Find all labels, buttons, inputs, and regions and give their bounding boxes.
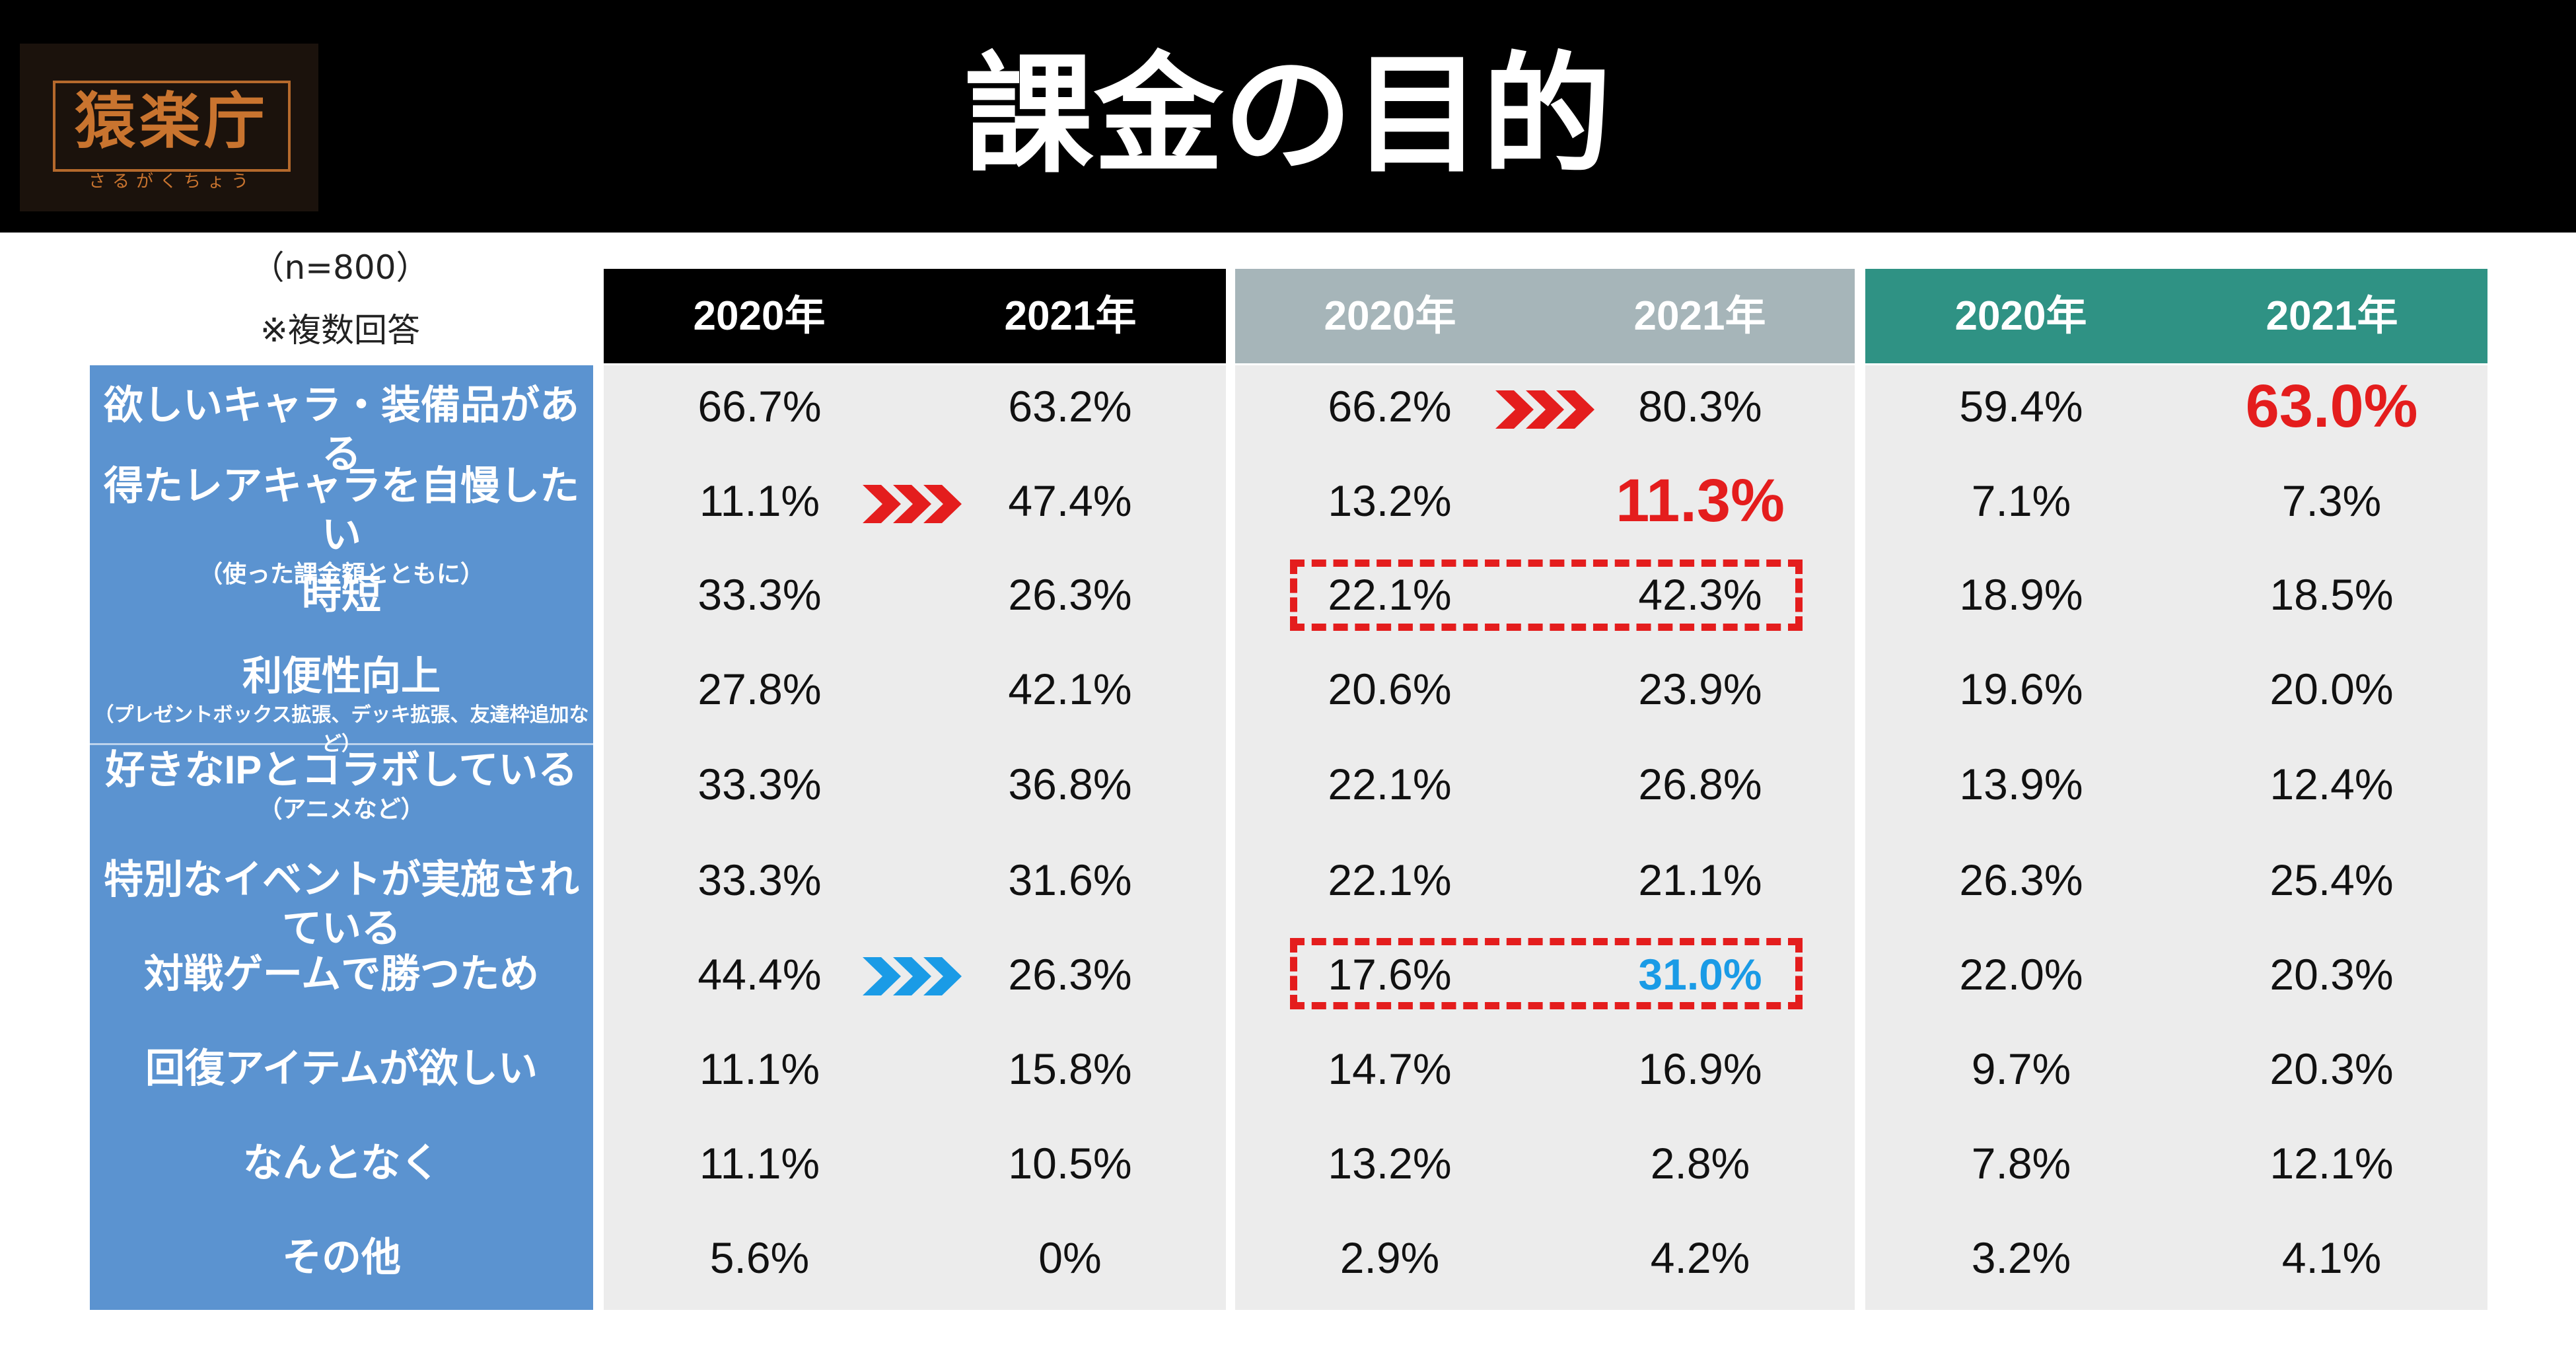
year-header: 2020年 (693, 293, 826, 339)
category-label: 回復アイテムが欲しい (145, 1046, 538, 1091)
logo-kana: さるがくちょう (88, 172, 255, 192)
value-cell: 9.7% (1971, 1044, 2071, 1093)
title-bar (0, 0, 2576, 233)
category-label: 対戦ゲームで勝つため (143, 952, 540, 996)
value-cell: 26.3% (1008, 950, 1132, 999)
value-cell: 2.9% (1340, 1233, 1440, 1282)
year-header: 2021年 (2266, 293, 2398, 339)
value-cell: 63.2% (1008, 382, 1132, 431)
multiple-answer-note: ※複数回答 (260, 311, 420, 349)
value-cell: 11.1% (699, 1139, 820, 1188)
value-cell: 19.6% (1959, 665, 2083, 713)
value-cell: 17.6% (1328, 950, 1452, 999)
value-cell: 20.6% (1328, 665, 1452, 713)
value-cell: 3.2% (1971, 1233, 2071, 1282)
panel-1-body (604, 365, 1226, 1310)
value-cell: 13.2% (1328, 476, 1452, 525)
category-label: 特別なイベントが実施されている (104, 857, 579, 951)
sample-size-note: （n=800） (251, 248, 429, 287)
panel-1-header (604, 269, 1226, 363)
value-cell: 59.4% (1959, 382, 2083, 431)
year-header: 2021年 (1633, 293, 1766, 339)
panel-2-body (1235, 365, 1855, 1310)
value-cell: 22.0% (1959, 950, 2083, 999)
category-column (90, 365, 593, 1310)
value-cell: 23.9% (1638, 665, 1762, 713)
category-label: 欲しいキャラ・装備品がある (104, 383, 579, 476)
value-cell: 20.3% (2270, 950, 2394, 999)
value-cell: 12.1% (2270, 1139, 2394, 1188)
value-cell: 47.4% (1008, 476, 1132, 525)
value-cell: 7.1% (1971, 476, 2071, 525)
value-cell: 80.3% (1638, 382, 1762, 431)
value-cell: 44.4% (698, 950, 822, 999)
red-arrow-icon (863, 485, 962, 523)
highlight-box-taisen (1290, 938, 1803, 1009)
value-cell: 0% (1038, 1233, 1102, 1282)
value-cell: 13.2% (1328, 1139, 1452, 1188)
category-label: 好きなIPとコラボしている （アニメなど） (105, 748, 578, 822)
value-cell: 4.1% (2281, 1233, 2382, 1282)
value-cell: 33.3% (698, 760, 822, 809)
category-label: 得たレアキャラを自慢したい （使った課金額とともに） (104, 464, 579, 587)
value-cell: 11.3% (1616, 467, 1785, 534)
value-cell: 36.8% (1008, 760, 1132, 809)
category-divider (90, 743, 593, 745)
red-arrow-icon (1495, 390, 1594, 429)
value-cell: 2.8% (1650, 1139, 1750, 1188)
value-cell: 7.3% (2281, 476, 2382, 525)
value-cell: 10.5% (1008, 1139, 1132, 1188)
value-cell: 25.4% (2270, 855, 2394, 904)
year-header: 2020年 (1954, 293, 2087, 339)
panel-3-body (1865, 365, 2487, 1310)
value-cell: 18.9% (1959, 570, 2083, 619)
value-cell: 22.1% (1328, 760, 1452, 809)
value-cell: 63.0% (2245, 373, 2418, 440)
category-label: 時短 (302, 573, 381, 617)
value-cell: 31.6% (1008, 855, 1132, 904)
value-cell: 22.1% (1328, 855, 1452, 904)
value-cell: 42.3% (1638, 570, 1762, 619)
value-cell: 22.1% (1328, 570, 1452, 619)
value-cell: 33.3% (698, 570, 822, 619)
value-cell: 5.6% (709, 1233, 810, 1282)
value-cell: 14.7% (1328, 1044, 1452, 1093)
logo-frame (53, 81, 291, 172)
panel-3-header (1865, 269, 2487, 363)
value-cell: 21.1% (1638, 855, 1762, 904)
panel-2-header (1235, 269, 1855, 363)
value-cell: 11.1% (699, 1044, 820, 1093)
value-cell: 18.5% (2270, 570, 2394, 619)
category-label: その他 (282, 1235, 401, 1280)
value-cell: 13.9% (1959, 760, 2083, 809)
value-cell: 15.8% (1008, 1044, 1132, 1093)
value-cell: 66.2% (1328, 382, 1452, 431)
year-header: 2021年 (1004, 293, 1137, 339)
value-cell: 16.9% (1638, 1044, 1762, 1093)
value-cell: 66.7% (698, 382, 822, 431)
blue-arrow-icon (863, 957, 962, 995)
category-label: なんとなく (242, 1141, 441, 1185)
value-cell: 7.8% (1971, 1139, 2071, 1188)
value-cell: 20.3% (2270, 1044, 2394, 1093)
value-cell: 26.8% (1638, 760, 1762, 809)
value-cell: 26.3% (1008, 570, 1132, 619)
logo-kanji: 猿楽庁 (74, 85, 269, 157)
value-cell: 12.4% (2270, 760, 2394, 809)
highlight-box-jitan (1290, 559, 1803, 631)
value-cell: 20.0% (2270, 665, 2394, 713)
logo (20, 44, 318, 211)
value-cell: 31.0% (1638, 950, 1762, 999)
page-title: 課金の目的 (964, 40, 1612, 191)
value-cell: 42.1% (1008, 665, 1132, 713)
value-cell: 27.8% (698, 665, 822, 713)
value-cell: 11.1% (699, 476, 820, 525)
value-cell: 4.2% (1650, 1233, 1750, 1282)
year-header: 2020年 (1324, 293, 1456, 339)
value-cell: 33.3% (698, 855, 822, 904)
category-label: 利便性向上 （プレゼントボックス拡張、デッキ拡張、友達枠追加など） (94, 654, 589, 755)
value-cell: 26.3% (1959, 855, 2083, 904)
